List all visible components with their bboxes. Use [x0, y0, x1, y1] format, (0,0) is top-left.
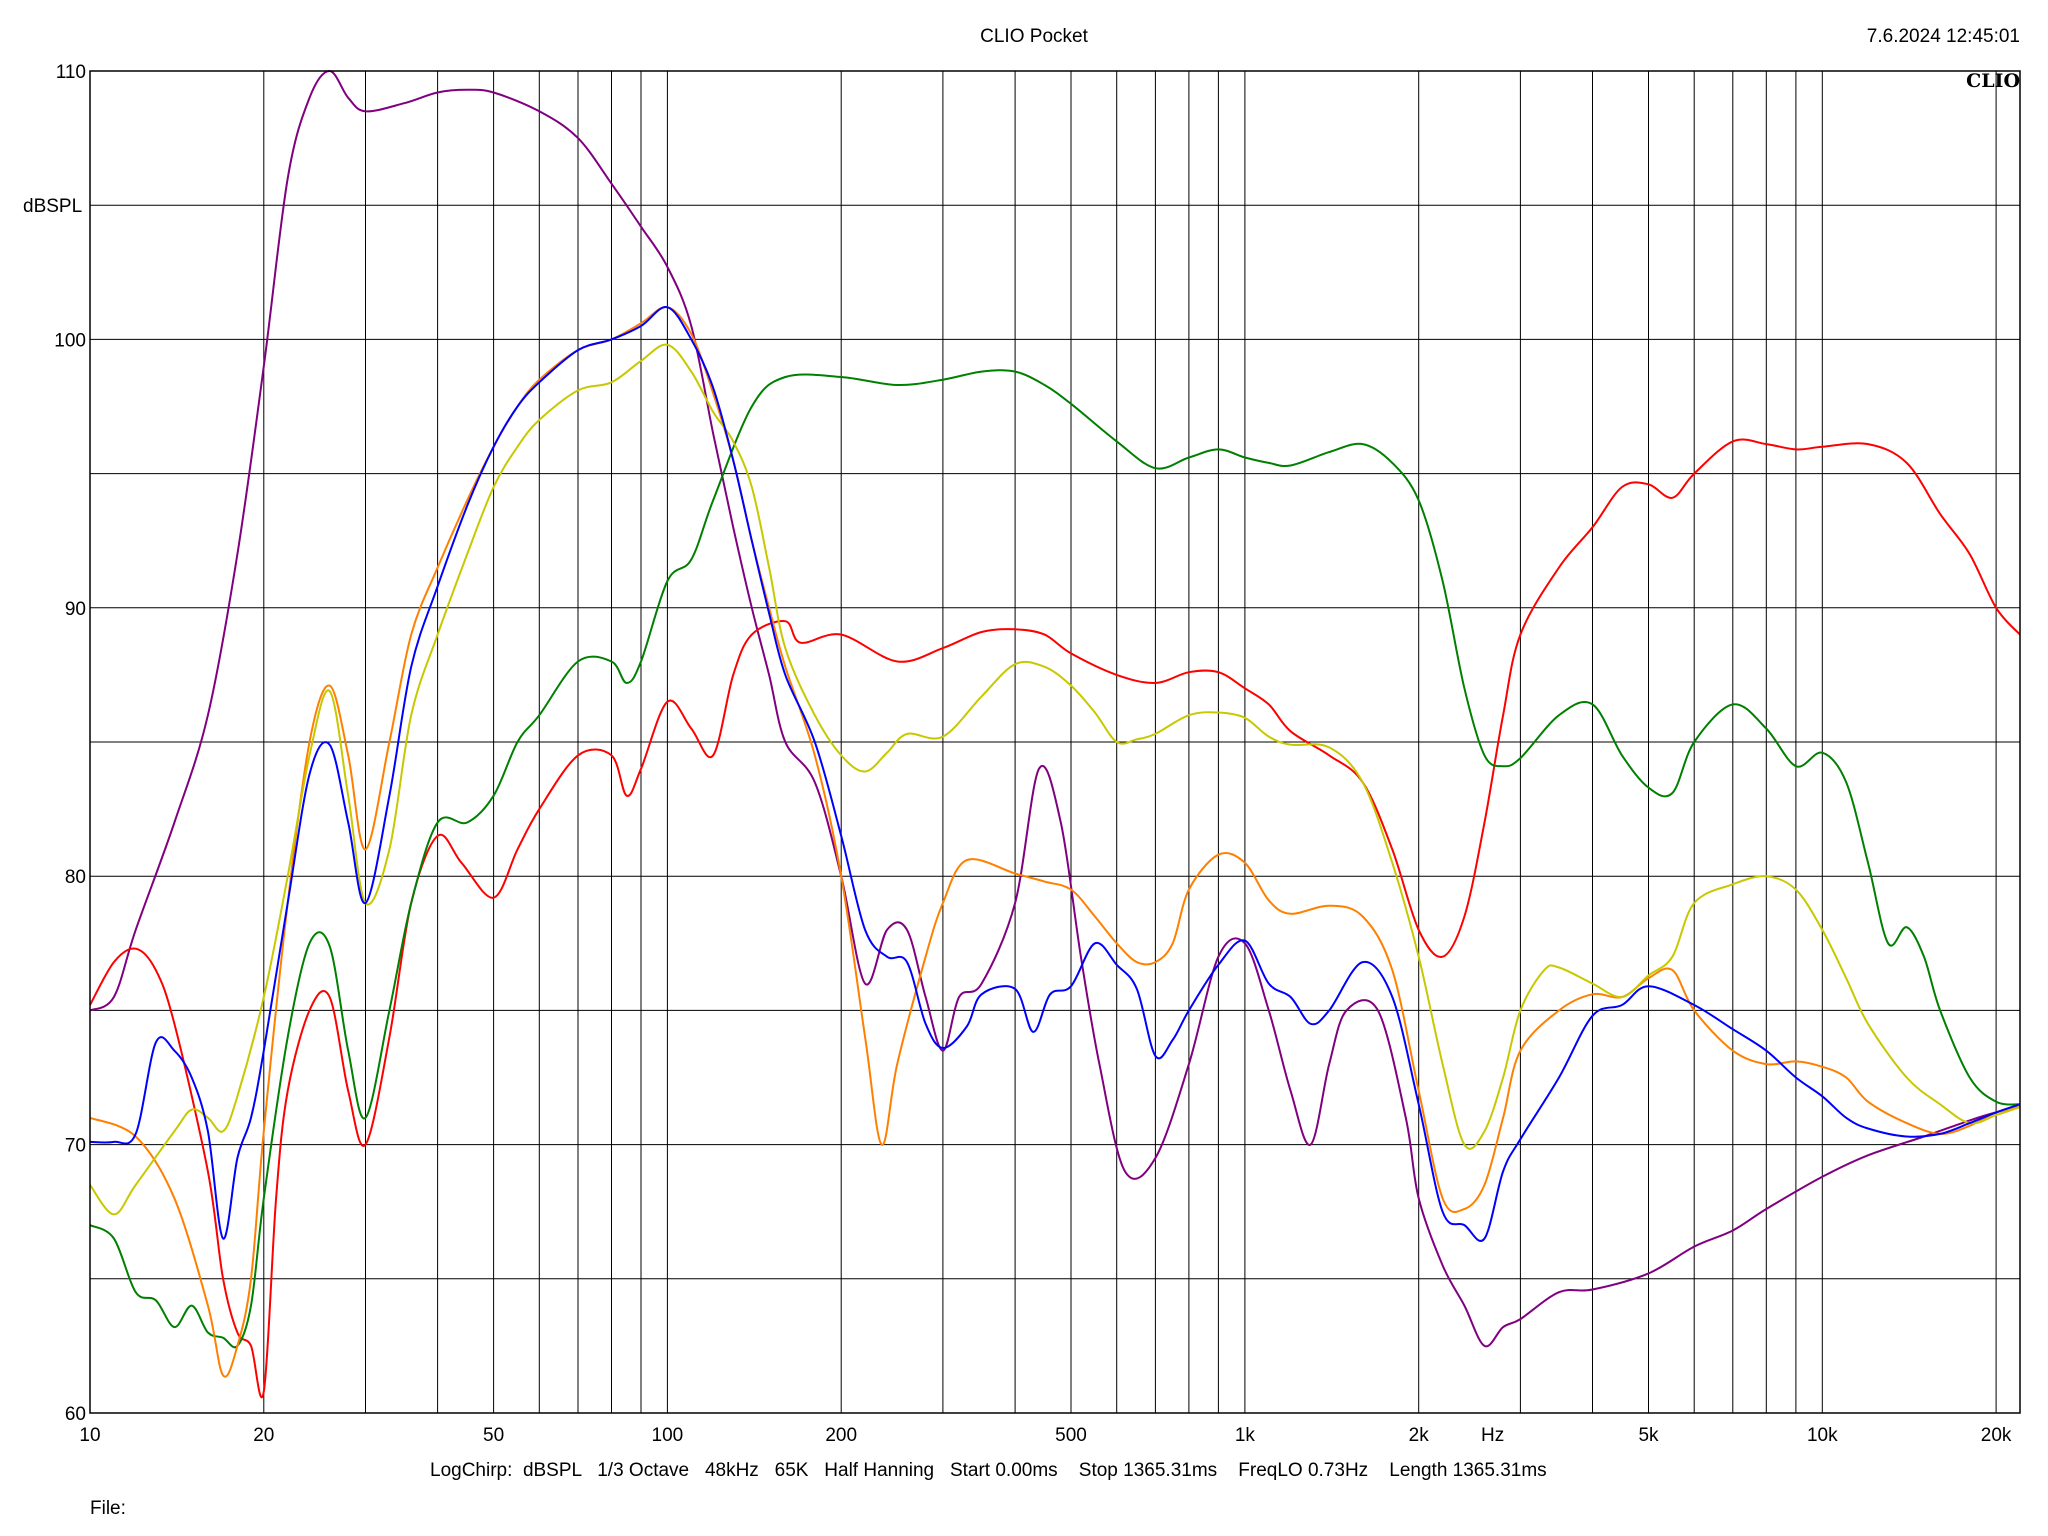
- series-line: [89, 369, 2021, 1349]
- clio-logo: CLIO: [1966, 70, 2020, 92]
- x-tick-label: 10k: [1807, 1425, 1838, 1446]
- y-tick-label: 70: [65, 1136, 86, 1157]
- series-line: [89, 306, 2021, 1378]
- x-tick-label: 5k: [1638, 1425, 1659, 1446]
- plot-frame: [89, 70, 2021, 1414]
- y-tick-labels: 60 70 80 90 100 110: [54, 62, 86, 1425]
- x-tick-label: 2k: [1409, 1425, 1430, 1446]
- x-tick-labels: 10 20 50 100 200 500 1k 2k 5k 10k 20k: [79, 1425, 2011, 1446]
- x-tick-label: 100: [652, 1425, 684, 1446]
- x-tick-label: 50: [483, 1425, 504, 1446]
- x-tick-label: 200: [825, 1425, 857, 1446]
- x-tick-label: 500: [1055, 1425, 1087, 1446]
- y-tick-label: 110: [56, 62, 86, 83]
- series-line: [89, 70, 2021, 1348]
- series-line: [89, 343, 2021, 1216]
- y-tick-label: 90: [65, 599, 86, 620]
- horizontal-gridlines: [90, 204, 2020, 1280]
- x-axis-label: Hz: [1481, 1425, 1504, 1446]
- chart-title: CLIO Pocket: [980, 26, 1088, 47]
- series-line: [89, 306, 2021, 1242]
- x-tick-label: 1k: [1235, 1425, 1256, 1446]
- x-tick-label: 10: [79, 1425, 100, 1446]
- y-axis-label: dBSPL: [23, 196, 82, 217]
- file-label: File:: [90, 1498, 126, 1519]
- series-lines: [89, 70, 2021, 1399]
- x-tick-label: 20: [253, 1425, 274, 1446]
- measurement-parameters: LogChirp: dBSPL 1/3 Octave 48kHz 65K Hal…: [430, 1460, 1547, 1481]
- y-tick-label: 80: [65, 867, 86, 888]
- series-line: [89, 438, 2021, 1399]
- x-tick-label: 20k: [1981, 1425, 2012, 1446]
- y-tick-label: 60: [65, 1404, 86, 1425]
- y-tick-label: 100: [54, 330, 86, 351]
- timestamp: 7.6.2024 12:45:01: [1867, 26, 2020, 47]
